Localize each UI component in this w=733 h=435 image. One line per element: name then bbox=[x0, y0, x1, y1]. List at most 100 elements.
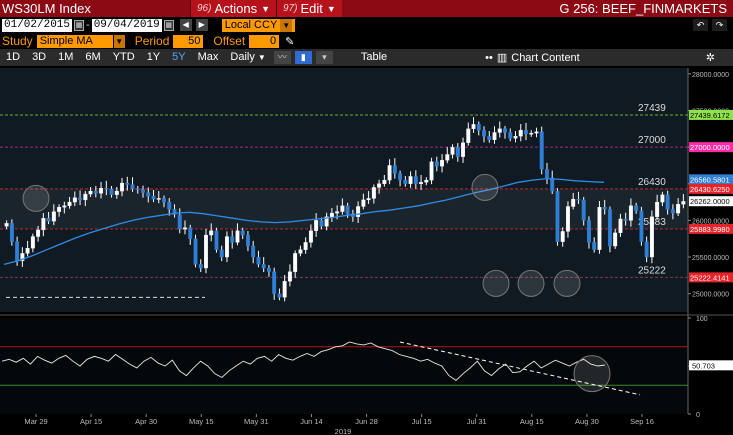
candle-body bbox=[550, 177, 555, 192]
x-tick-label: Jul 15 bbox=[412, 417, 432, 426]
candle-body bbox=[104, 188, 109, 190]
price-badge: 25883.9980 bbox=[689, 223, 733, 234]
period-1d[interactable]: 1D bbox=[6, 51, 21, 63]
gear-icon[interactable]: ✲ bbox=[705, 52, 715, 64]
candle-body bbox=[193, 238, 198, 265]
candle-body bbox=[586, 220, 591, 243]
offset-label: Offset bbox=[213, 34, 246, 48]
period-label: Period bbox=[134, 34, 170, 48]
candle-body bbox=[177, 214, 182, 230]
period-5y[interactable]: 5Y bbox=[172, 51, 186, 63]
candle-body bbox=[15, 241, 20, 261]
period-input[interactable]: 50 bbox=[173, 34, 204, 48]
chevron-down-icon: ▼ bbox=[280, 18, 293, 32]
candle-body bbox=[649, 216, 654, 258]
highlight-circle bbox=[553, 269, 581, 297]
chart-content-button[interactable]: •• ▥ Chart Content bbox=[485, 51, 580, 65]
price-badge: 27439.6172 bbox=[689, 109, 733, 120]
frequency-select[interactable]: Daily ▼ bbox=[230, 51, 266, 63]
candle-body bbox=[597, 207, 602, 250]
study-label: Study bbox=[2, 34, 33, 48]
candle-body bbox=[36, 229, 41, 237]
candle-body bbox=[497, 128, 502, 133]
period-3d[interactable]: 3D bbox=[32, 51, 47, 63]
line-chart-icon[interactable]: 〰 bbox=[273, 51, 291, 64]
candle-body bbox=[204, 234, 208, 269]
period-ytd[interactable]: YTD bbox=[112, 51, 135, 63]
candle-body bbox=[329, 212, 334, 217]
candle-body bbox=[403, 179, 408, 184]
candle-body bbox=[219, 249, 224, 258]
candle-body bbox=[660, 194, 665, 203]
study-type-select[interactable]: Simple MA bbox=[36, 34, 113, 48]
candle-body bbox=[109, 188, 114, 195]
offset-input[interactable]: 0 bbox=[249, 34, 280, 48]
candle-body bbox=[623, 218, 628, 221]
price-badge-label: 25222.4141 bbox=[690, 273, 730, 282]
x-tick-label: Sep 16 bbox=[630, 417, 654, 426]
calendar-icon[interactable]: ▦ bbox=[163, 19, 174, 31]
candle-body bbox=[183, 227, 187, 230]
candle-body bbox=[324, 216, 329, 227]
candle-body bbox=[225, 236, 229, 258]
candle-body bbox=[513, 135, 518, 139]
table-button[interactable]: Table bbox=[360, 51, 388, 63]
graph-title: G 256: BEEF_FINMARKETS bbox=[559, 1, 727, 16]
oscillator-panel-background bbox=[0, 318, 688, 414]
currency-select[interactable]: Local CCY ▼ bbox=[221, 18, 296, 32]
moving-average-line bbox=[3, 177, 605, 266]
candle-body bbox=[114, 190, 119, 195]
chevron-down-icon: ▼ bbox=[261, 3, 271, 14]
prev-arrow-icon[interactable]: ◀ bbox=[179, 19, 192, 31]
chevron-down-icon: ▼ bbox=[326, 3, 336, 14]
end-date-input[interactable]: 09/04/2019 bbox=[91, 18, 162, 32]
candle-body bbox=[581, 199, 586, 221]
candle-body bbox=[230, 236, 235, 243]
start-date-input[interactable]: 01/02/2015 bbox=[2, 18, 73, 32]
candle-body bbox=[4, 223, 9, 227]
candle-body bbox=[30, 236, 35, 249]
candle-body bbox=[162, 198, 166, 203]
candle-body bbox=[461, 142, 465, 157]
period-1m[interactable]: 1M bbox=[58, 51, 74, 63]
candle-body bbox=[335, 211, 340, 214]
redo-icon[interactable]: ↷ bbox=[712, 19, 727, 31]
highlight-circle bbox=[471, 173, 499, 201]
undo-icon[interactable]: ↶ bbox=[693, 19, 708, 31]
candle-body bbox=[539, 131, 544, 170]
candle-body bbox=[67, 201, 72, 206]
next-arrow-icon[interactable]: ▶ bbox=[195, 19, 208, 31]
candle-body bbox=[419, 182, 424, 184]
candle-body bbox=[209, 230, 214, 236]
price-badge: 25222.4141 bbox=[689, 272, 733, 283]
more-menu-icon[interactable]: ▾ bbox=[315, 51, 333, 64]
security-ticker[interactable]: WS30LM Index bbox=[2, 1, 91, 16]
actions-menu[interactable]: 96) Actions ▼ bbox=[190, 0, 277, 17]
period-max[interactable]: Max bbox=[197, 51, 219, 63]
candle-body bbox=[429, 161, 434, 181]
calendar-icon[interactable]: ▦ bbox=[74, 19, 85, 31]
candle-body bbox=[398, 173, 403, 181]
price-chart[interactable]: 25000.000025500.000026000.000026500.0000… bbox=[0, 66, 733, 435]
candle-body bbox=[518, 130, 523, 137]
candle-body bbox=[57, 207, 62, 212]
candle-body bbox=[607, 209, 612, 247]
edit-menu[interactable]: 97) Edit ▼ bbox=[276, 0, 342, 17]
level-label: 27439 bbox=[638, 103, 666, 114]
period-6m[interactable]: 6M bbox=[85, 51, 101, 63]
y-tick-label: 25000.0000 bbox=[692, 292, 729, 299]
candlestick-icon[interactable]: ▮ bbox=[294, 51, 312, 64]
candle-body bbox=[482, 130, 486, 137]
pencil-icon[interactable]: ✎ bbox=[285, 35, 295, 48]
candle-body bbox=[440, 160, 445, 167]
candle-body bbox=[93, 190, 98, 194]
candle-body bbox=[377, 183, 382, 188]
candle-body bbox=[46, 218, 51, 222]
chevron-down-icon[interactable]: ▼ bbox=[113, 34, 125, 48]
period-1y[interactable]: 1Y bbox=[146, 51, 161, 63]
candle-body bbox=[135, 188, 140, 191]
level-label: 26430 bbox=[638, 177, 666, 188]
candle-body bbox=[141, 189, 145, 193]
candle-body bbox=[198, 264, 203, 269]
candle-body bbox=[592, 242, 597, 250]
